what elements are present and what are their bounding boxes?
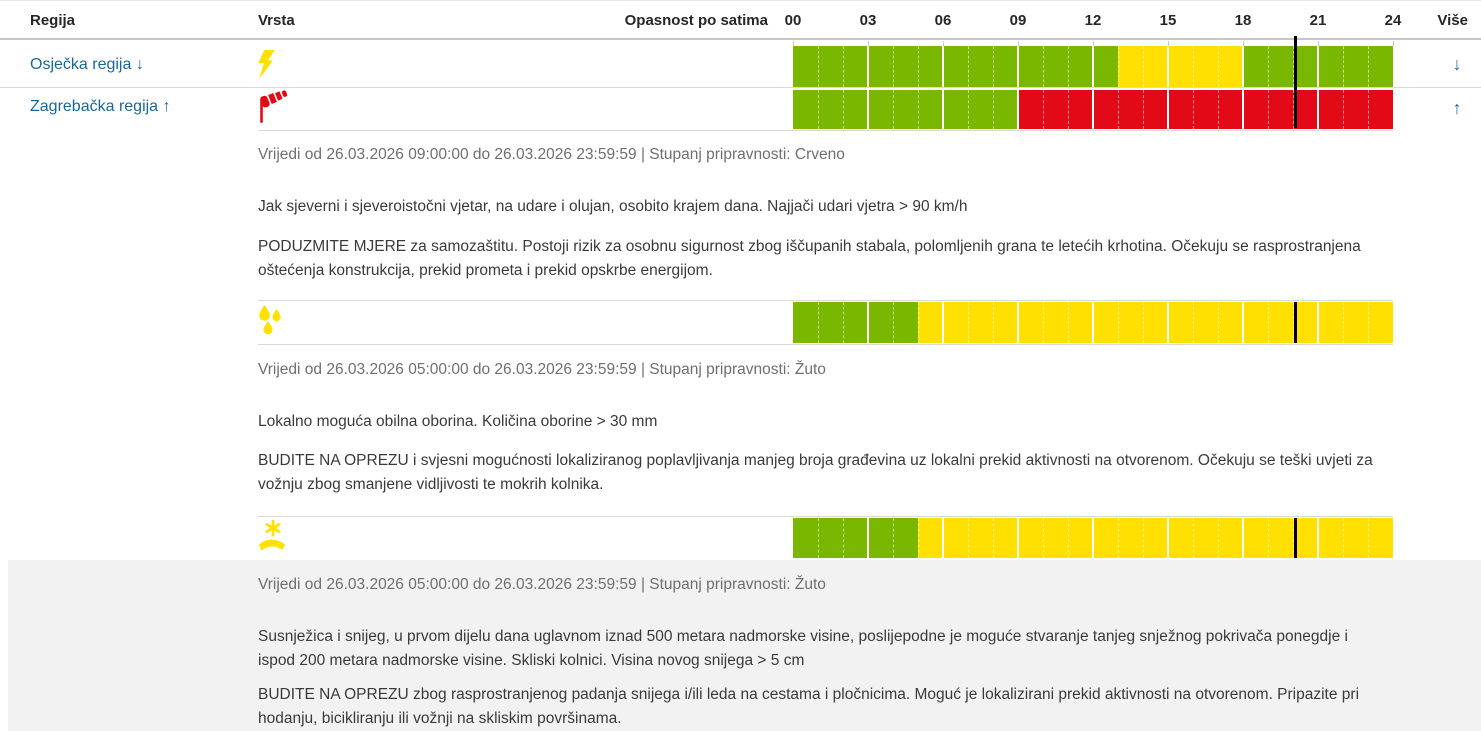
column-header-region: Regija	[30, 12, 76, 29]
hour-tick-00: 00	[784, 12, 802, 29]
wind-warning-validity: Vrijedi od 26.03.2026 09:00:00 do 26.03.…	[258, 146, 845, 163]
hour-tick-15: 15	[1159, 12, 1177, 29]
hazard-timeline-zagrebacka-snow	[793, 518, 1393, 558]
hazard-timeline-osjecka-thunderstorm	[793, 46, 1393, 87]
snow-warning-description: Susnježica i snijeg, u prvom dijelu dana…	[258, 628, 1348, 669]
hour-tick-24: 24	[1384, 12, 1402, 29]
hour-tick-21: 21	[1309, 12, 1327, 29]
row-expand-button[interactable]: ↓	[1452, 54, 1462, 74]
region-link-zagrebacka[interactable]: Zagrebačka regija ↑	[30, 98, 171, 116]
wind-warning-instruction: PODUZMITE MJERE za samozaštitu. Postoji …	[258, 238, 1361, 279]
column-header-type: Vrsta	[258, 12, 295, 29]
hour-tick-12: 12	[1084, 12, 1102, 29]
rain-icon	[258, 305, 284, 343]
divider	[258, 130, 1393, 131]
snow-icon	[258, 519, 286, 557]
expand-arrow-icon: ↓	[135, 56, 144, 73]
column-header-hazard-by-hours: Opasnost po satima	[624, 12, 768, 29]
column-header-more: Više	[1437, 12, 1468, 29]
divider	[258, 344, 1393, 345]
divider	[258, 516, 1393, 517]
table-row-osjecka-regija: Osječka regija ↓ ↓	[0, 41, 1481, 88]
region-link-osjecka[interactable]: Osječka regija ↓	[30, 56, 144, 74]
region-name: Osječka regija	[30, 56, 132, 73]
rain-warning-instruction: BUDITE NA OPREZU i svjesni mogućnosti lo…	[258, 452, 1373, 493]
rain-warning-description: Lokalno moguća obilna oborina. Količina …	[258, 413, 658, 430]
hour-tick-18: 18	[1234, 12, 1252, 29]
snow-warning-instruction: BUDITE NA OPREZU zbog rasprostranjenog p…	[258, 686, 1360, 727]
hour-tick-09: 09	[1009, 12, 1027, 29]
windsock-icon	[258, 90, 290, 129]
collapse-arrow-icon: ↑	[162, 98, 171, 115]
thunderstorm-icon	[258, 50, 275, 84]
current-time-marker	[1294, 36, 1297, 128]
table-header: Regija Vrsta Opasnost po satima 00 03 06…	[0, 0, 1481, 40]
snow-warning-validity: Vrijedi od 26.03.2026 05:00:00 do 26.03.…	[258, 576, 826, 593]
row-collapse-button[interactable]: ↑	[1452, 98, 1462, 118]
hazard-timeline-zagrebacka-rain	[793, 302, 1393, 343]
bottom-gray-panel	[8, 560, 1481, 731]
wind-warning-description: Jak sjeverni i sjeveroistočni vjetar, na…	[258, 198, 968, 215]
rain-warning-validity: Vrijedi od 26.03.2026 05:00:00 do 26.03.…	[258, 361, 826, 378]
table-row-zagrebacka-regija: Zagrebačka regija ↑ ↑	[0, 89, 1481, 130]
region-name: Zagrebačka regija	[30, 98, 159, 115]
hazard-timeline-zagrebacka-wind	[793, 90, 1393, 129]
hour-tick-06: 06	[934, 12, 952, 29]
divider	[258, 300, 1393, 301]
hour-tick-03: 03	[859, 12, 877, 29]
